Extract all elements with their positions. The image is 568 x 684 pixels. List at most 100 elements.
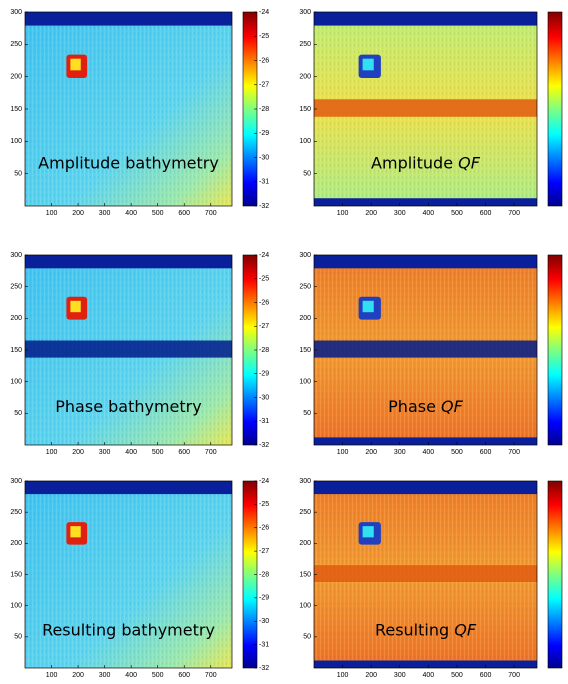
mid-band: [314, 341, 537, 358]
y-tick-label: 200: [299, 74, 311, 81]
heatmap-texture: [25, 12, 232, 206]
surface-band: [25, 481, 232, 494]
colorbar-tick-label: -30: [259, 154, 269, 161]
x-tick-label: 200: [365, 210, 377, 217]
y-tick-label: 250: [10, 284, 22, 291]
annotation-text: Phase bathymetry: [55, 397, 201, 416]
colorbar-tick-label: -29: [259, 371, 269, 378]
y-tick-label: 300: [299, 478, 311, 485]
y-tick-label: 200: [299, 540, 311, 547]
x-tick-label: 200: [365, 449, 377, 456]
figure: 100 200 300 400 500 600 700 50 100 150 200 250 300 -2…: [0, 0, 568, 684]
x-tick-label: 100: [337, 210, 349, 217]
y-tick-label: 100: [10, 603, 22, 610]
x-tick-label: 400: [125, 210, 137, 217]
x-tick-label: 200: [365, 672, 377, 679]
x-tick-label: 100: [337, 672, 349, 679]
annotation: Phase QF: [388, 397, 463, 416]
colorbar-tick-label: -32: [259, 442, 269, 449]
x-tick-label: 300: [394, 449, 406, 456]
x-tick-label: 300: [99, 210, 111, 217]
x-tick-label: 400: [423, 210, 435, 217]
colorbar-tick-label: -28: [259, 571, 269, 578]
x-tick-label: 400: [423, 449, 435, 456]
heatmap-texture: [25, 481, 232, 668]
colorbar-tick-label: -30: [259, 394, 269, 401]
y-tick-label: 100: [299, 138, 311, 145]
annotation-em: QF: [441, 397, 464, 416]
target-core: [363, 59, 374, 71]
colorbar-tick-label: -29: [259, 595, 269, 602]
annotation-text: Resulting: [375, 620, 449, 639]
y-tick-label: 150: [299, 347, 311, 354]
surface-band: [314, 481, 537, 494]
x-tick-label: 100: [46, 449, 58, 456]
y-tick-label: 100: [299, 603, 311, 610]
colorbar-tick-label: -26: [259, 57, 269, 64]
x-tick-label: 700: [205, 449, 217, 456]
y-tick-label: 200: [10, 315, 22, 322]
x-tick-label: 600: [480, 210, 492, 217]
x-tick-label: 400: [125, 672, 137, 679]
x-tick-label: 300: [99, 449, 111, 456]
bottom-band: [314, 198, 537, 206]
x-tick-label: 600: [178, 449, 190, 456]
x-tick-label: 500: [451, 210, 463, 217]
mid-band: [314, 565, 537, 582]
colorbar-tick-label: -29: [259, 130, 269, 137]
target-core: [70, 526, 80, 537]
annotation: Amplitude bathymetry: [38, 153, 219, 172]
colorbar-tick-label: -28: [259, 347, 269, 354]
y-tick-label: 150: [10, 571, 22, 578]
x-tick-label: 500: [152, 672, 164, 679]
x-tick-label: 600: [480, 672, 492, 679]
y-tick-label: 200: [10, 540, 22, 547]
colorbar-tick-label: -32: [259, 665, 269, 672]
surface-band: [314, 12, 537, 26]
colorbar-tick-label: -25: [259, 276, 269, 283]
colorbar-tick-label: -26: [259, 299, 269, 306]
y-tick-label: 50: [303, 410, 311, 417]
x-tick-label: 700: [508, 449, 520, 456]
y-tick-label: 150: [10, 347, 22, 354]
x-tick-label: 400: [423, 672, 435, 679]
colorbar-tick-label: -25: [259, 501, 269, 508]
colorbar-tick-label: -27: [259, 323, 269, 330]
colorbar-tick-label: -27: [259, 82, 269, 89]
target-core: [70, 59, 80, 71]
y-tick-label: 300: [299, 252, 311, 259]
y-tick-label: 250: [10, 509, 22, 516]
colorbar: [548, 12, 562, 206]
colorbar-tick-label: -31: [259, 179, 269, 186]
colorbar-tick-label: -28: [259, 106, 269, 113]
colorbar: [548, 481, 562, 668]
y-tick-label: 100: [299, 379, 311, 386]
annotation: Resulting QF: [375, 620, 477, 639]
x-tick-label: 600: [480, 449, 492, 456]
annotation-text: Resulting bathymetry: [42, 620, 215, 639]
x-tick-label: 600: [178, 672, 190, 679]
x-tick-label: 500: [451, 672, 463, 679]
y-tick-label: 50: [303, 171, 311, 178]
colorbar-tick-label: -27: [259, 548, 269, 555]
x-tick-label: 200: [72, 210, 84, 217]
y-tick-label: 150: [299, 571, 311, 578]
x-tick-label: 300: [394, 210, 406, 217]
y-tick-label: 150: [299, 106, 311, 113]
colorbar-tick-label: -24: [259, 478, 269, 485]
surface-band: [25, 255, 232, 268]
x-tick-label: 700: [205, 210, 217, 217]
x-tick-label: 600: [178, 210, 190, 217]
x-tick-label: 200: [72, 449, 84, 456]
bottom-band: [314, 437, 537, 445]
x-tick-label: 300: [394, 672, 406, 679]
y-tick-label: 300: [10, 478, 22, 485]
x-tick-label: 500: [152, 210, 164, 217]
annotation: Resulting bathymetry: [42, 620, 215, 639]
colorbar-tick-label: -31: [259, 418, 269, 425]
